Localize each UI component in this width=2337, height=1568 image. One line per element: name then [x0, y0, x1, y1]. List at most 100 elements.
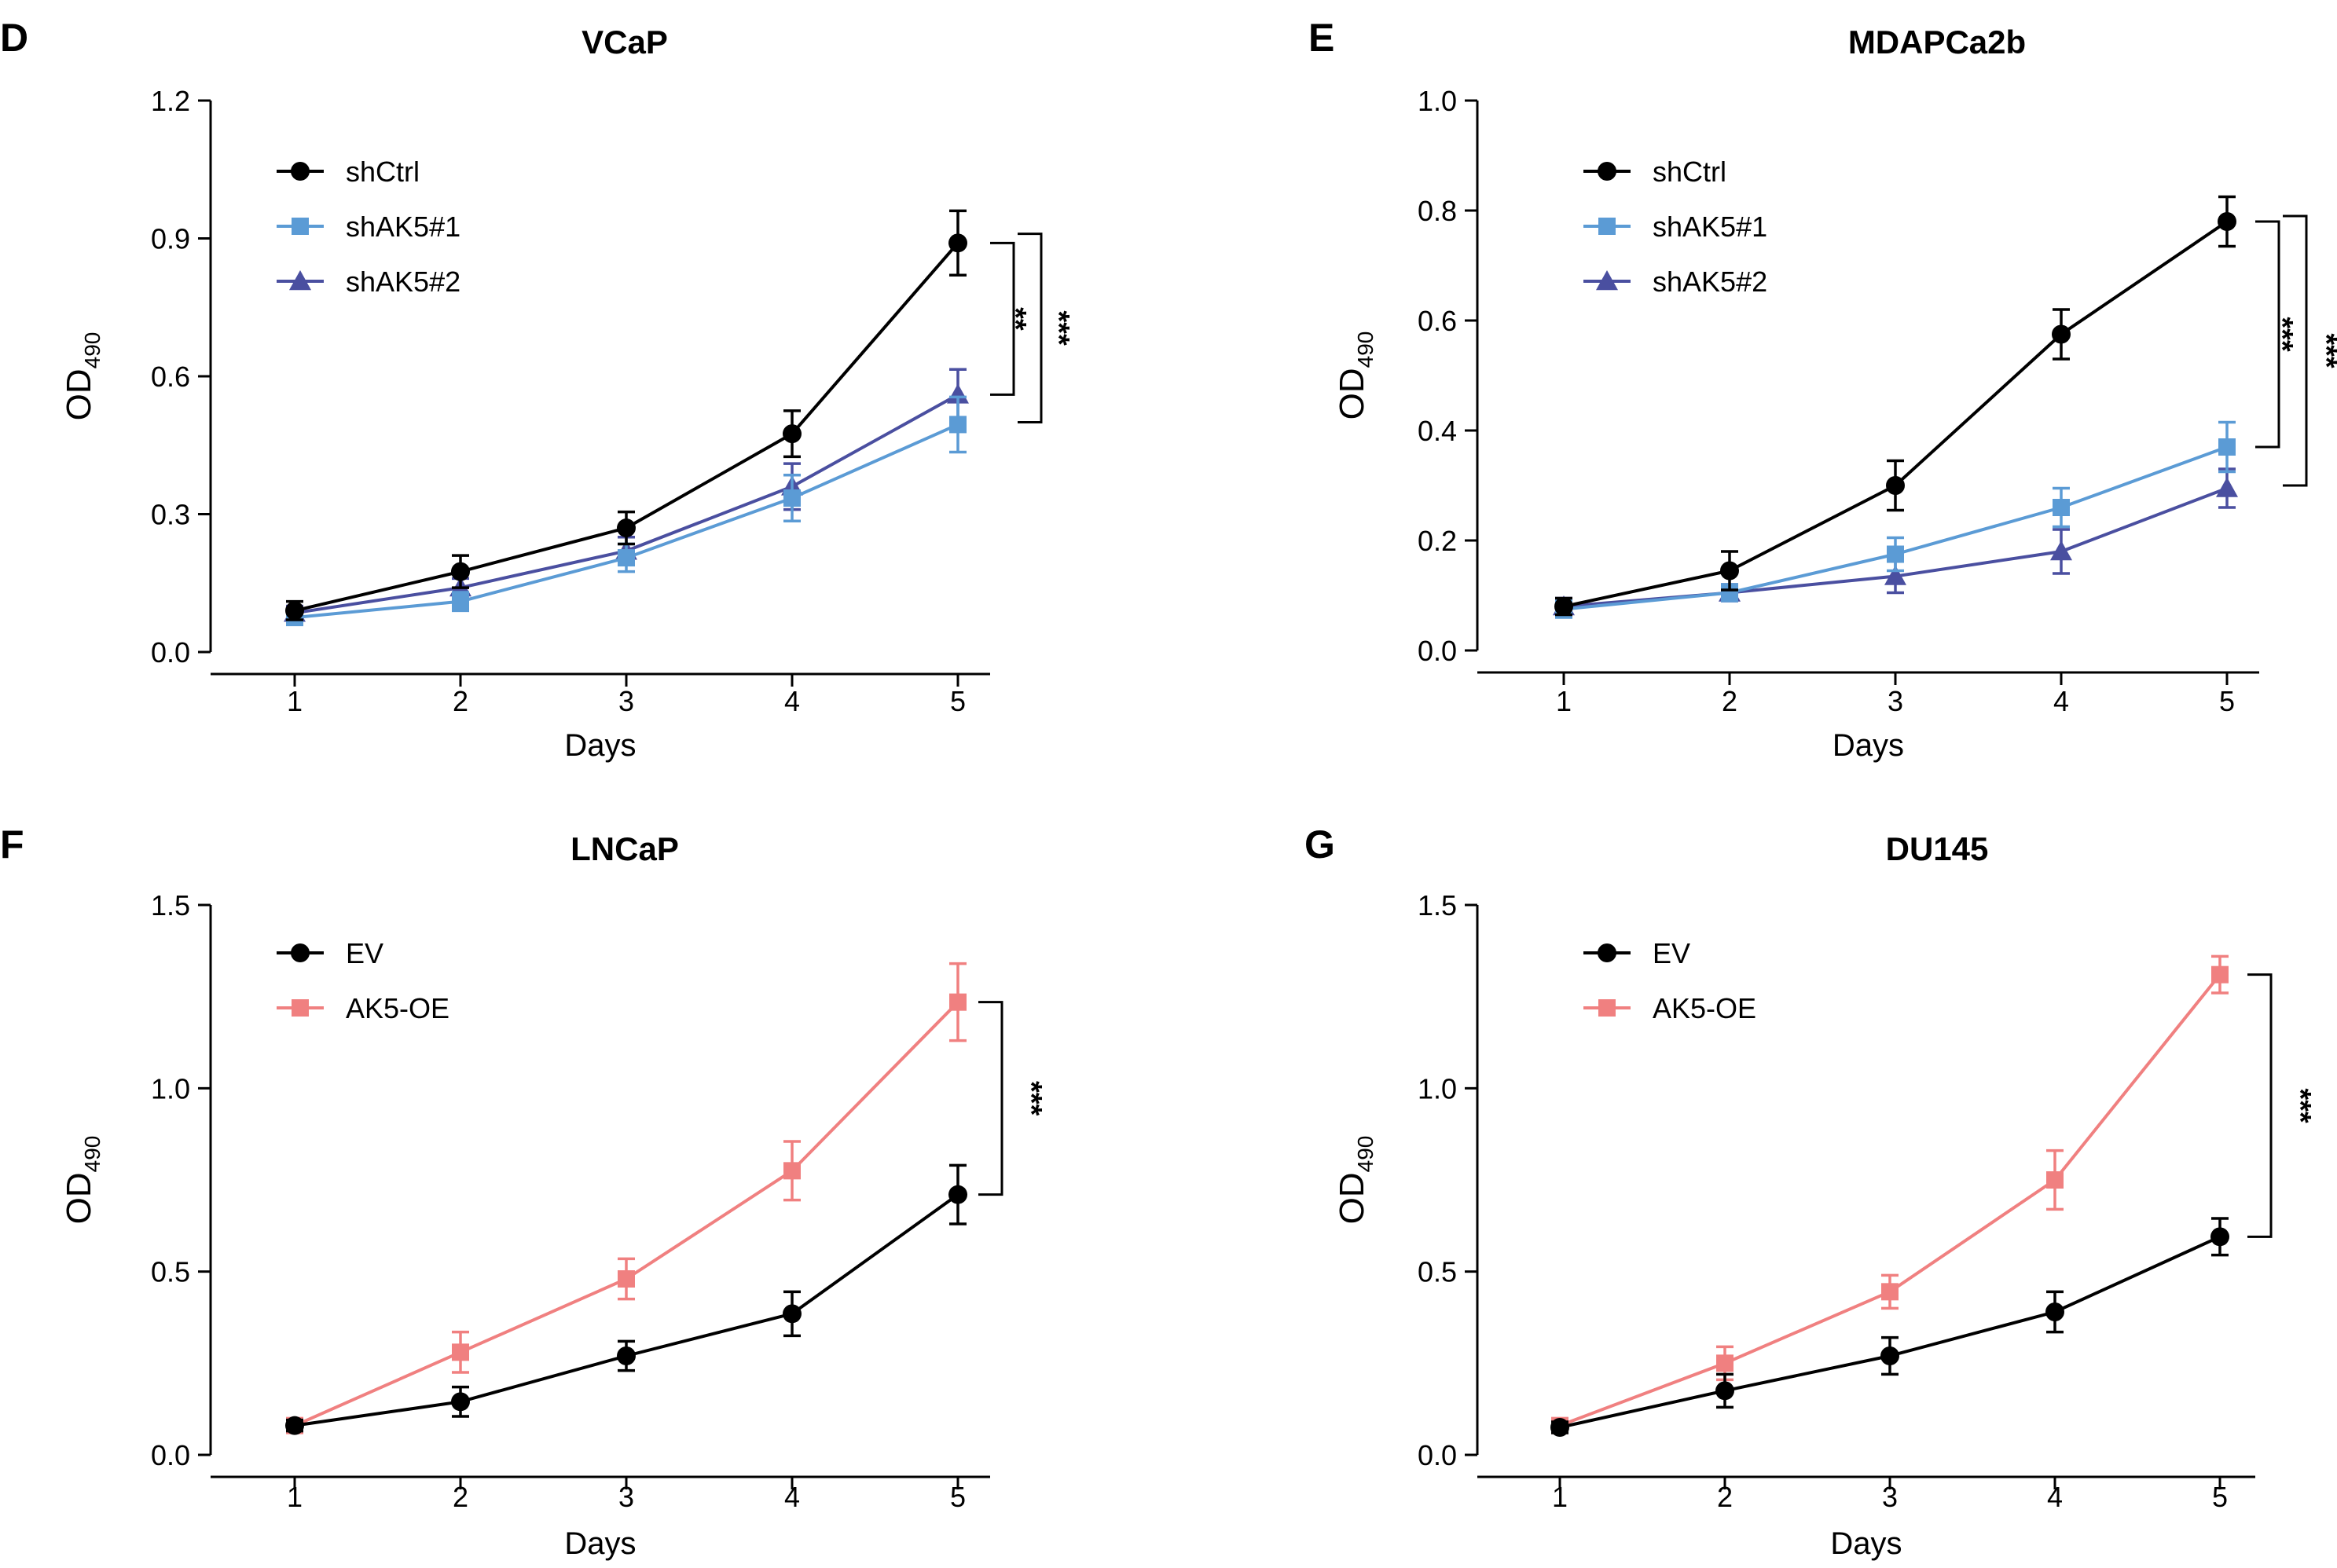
data-point — [948, 1185, 967, 1204]
x-tick-label: 4 — [2053, 685, 2069, 717]
x-tick-label: 5 — [950, 685, 966, 717]
panel-letter: D — [0, 16, 28, 60]
data-point — [949, 416, 967, 434]
y-axis-label-subscript: 490 — [1353, 332, 1378, 368]
legend-item: AK5-OE — [277, 992, 449, 1024]
legend-label: shCtrl — [346, 156, 420, 188]
y-axis-label-main: OD — [1333, 1172, 1371, 1224]
series-shctrl — [1554, 195, 2236, 617]
data-point — [783, 1162, 801, 1180]
legend-label: shCtrl — [1653, 156, 1726, 188]
series-line — [294, 393, 959, 615]
data-point — [949, 993, 967, 1011]
chart-panel-g: G DU145 0.0 0.5 1.0 1.5 1 2 3 4 5 Days OD490 EV AK5-OE… — [1304, 822, 2317, 1561]
chart-title: MDAPCa2b — [1848, 24, 2026, 60]
series-ev — [1550, 1217, 2229, 1437]
y-axis-label-subscript: 490 — [80, 332, 105, 369]
legend-marker — [291, 162, 310, 181]
data-point — [1886, 476, 1905, 495]
x-tick-label: 4 — [784, 1481, 800, 1513]
significance-label: *** — [2309, 333, 2337, 368]
data-point — [2216, 477, 2238, 497]
data-point — [2211, 965, 2229, 984]
data-point — [1881, 1283, 1899, 1301]
x-tick-label: 1 — [1556, 685, 1572, 717]
significance-bracket: *** — [2255, 220, 2298, 449]
data-point — [1550, 1418, 1569, 1437]
data-point — [618, 1270, 635, 1288]
y-tick-label: 1.0 — [1418, 1072, 1457, 1105]
data-point — [285, 601, 304, 621]
y-axis-label: OD490 — [60, 1136, 105, 1225]
y-tick-label: 1.0 — [151, 1072, 190, 1105]
y-axis-label: OD490 — [1333, 1136, 1378, 1225]
data-point — [1716, 1354, 1733, 1372]
x-axis-label: Days — [1830, 1526, 1902, 1561]
significance-bracket: ** — [990, 241, 1032, 396]
x-axis-label: Days — [1833, 728, 1904, 763]
y-axis-label-main: OD — [60, 368, 98, 420]
x-tick-label: 1 — [287, 685, 303, 717]
legend-marker — [292, 218, 309, 235]
data-point — [783, 424, 802, 444]
y-tick-label: 0.9 — [151, 223, 190, 255]
legend-marker — [291, 943, 310, 962]
x-tick-label: 2 — [453, 685, 468, 717]
significance-bracket: *** — [2247, 973, 2317, 1238]
chart-title: DU145 — [1886, 830, 1989, 867]
legend-label: AK5-OE — [346, 992, 449, 1024]
data-point — [2053, 499, 2070, 516]
data-point — [1554, 597, 1573, 616]
x-tick-label: 2 — [1722, 685, 1737, 717]
legend-item: shAK5#1 — [277, 211, 460, 243]
x-tick-label: 4 — [784, 685, 800, 717]
legend-label: AK5-OE — [1653, 992, 1756, 1024]
data-point — [2052, 324, 2071, 344]
legend-label: EV — [1653, 937, 1690, 969]
legend-label: EV — [346, 937, 383, 969]
y-tick-label: 1.0 — [1418, 85, 1457, 117]
data-point — [2045, 1302, 2064, 1321]
legend-marker — [1598, 943, 1616, 962]
bracket-line — [2255, 220, 2280, 449]
chart-panel-e: E MDAPCa2b 0.0 0.2 0.4 0.6 0.8 1.0 1 2 3 4 5 Days OD49… — [1308, 16, 2337, 763]
data-point — [1880, 1346, 1899, 1365]
x-tick-label: 1 — [287, 1481, 303, 1513]
y-axis-label-main: OD — [1333, 368, 1371, 419]
data-point — [947, 383, 969, 404]
data-point — [618, 549, 635, 567]
bracket-line — [2283, 214, 2308, 487]
x-tick-label: 3 — [1882, 1481, 1898, 1513]
data-point — [1720, 561, 1739, 581]
data-point — [451, 562, 470, 581]
data-point — [2218, 438, 2236, 456]
data-point — [948, 233, 967, 253]
legend-item: shCtrl — [1583, 156, 1726, 188]
data-point — [2218, 212, 2236, 231]
legend-item: shCtrl — [277, 156, 420, 188]
x-axis-label: Days — [564, 728, 636, 763]
data-point — [452, 1343, 469, 1361]
y-axis-label: OD490 — [60, 332, 105, 421]
chart-title: VCaP — [581, 24, 668, 60]
y-tick-label: 0.0 — [1418, 635, 1457, 667]
y-tick-label: 0.2 — [1418, 525, 1457, 557]
data-point — [285, 1416, 304, 1435]
legend-marker — [1598, 999, 1616, 1017]
significance-label: *** — [1014, 1081, 1047, 1116]
data-point — [1715, 1381, 1734, 1401]
bracket-line — [990, 241, 1015, 396]
series-line — [294, 1193, 959, 1427]
x-tick-label: 5 — [2219, 685, 2235, 717]
x-tick-label: 1 — [1552, 1481, 1568, 1513]
legend-item: shAK5#1 — [1583, 211, 1767, 243]
x-tick-label: 5 — [950, 1481, 966, 1513]
legend-item: shAK5#2 — [277, 266, 460, 298]
significance-label: *** — [1042, 310, 1075, 346]
significance-label: *** — [2265, 317, 2298, 352]
x-tick-label: 4 — [2047, 1481, 2063, 1513]
data-point — [452, 592, 469, 610]
series-line — [1559, 1235, 2221, 1429]
legend-marker — [1596, 270, 1618, 291]
bracket-line — [1018, 233, 1043, 423]
